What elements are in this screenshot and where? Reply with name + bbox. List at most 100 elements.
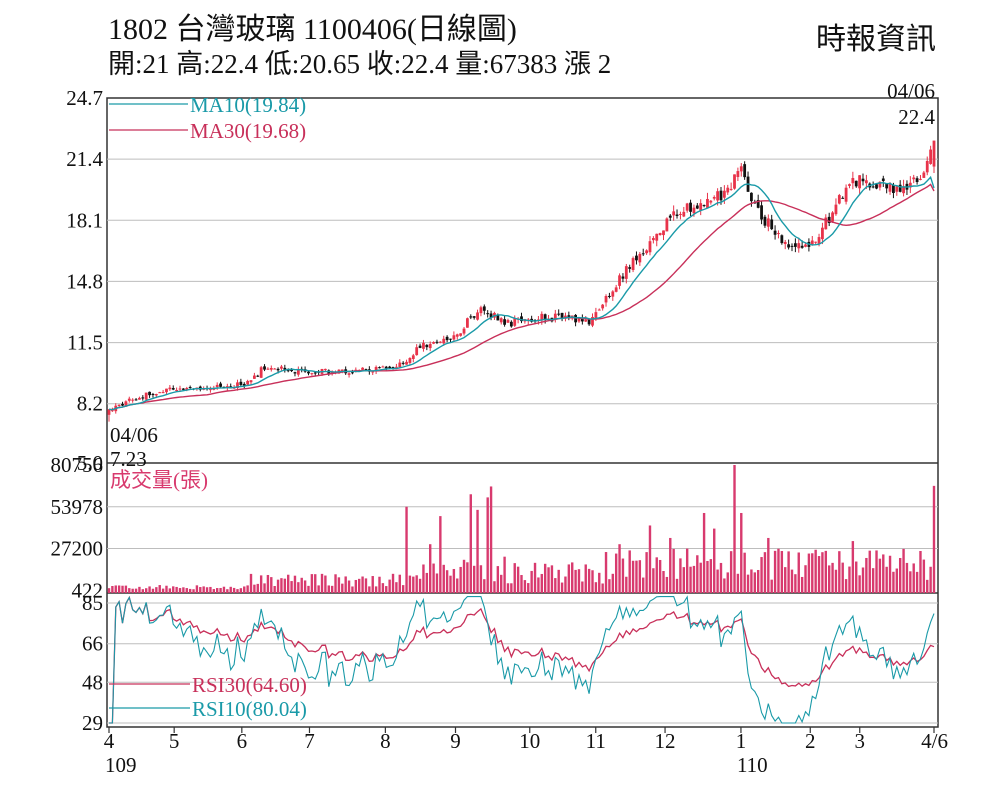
- volume-bar: [456, 578, 459, 593]
- volume-bar: [219, 587, 222, 593]
- candle-body: [259, 367, 263, 378]
- candle-body: [648, 241, 652, 253]
- candle-body: [445, 336, 449, 341]
- candle-body: [793, 243, 797, 247]
- candle-body: [783, 241, 787, 245]
- candle-body: [706, 198, 709, 208]
- rsi10-line: [109, 595, 935, 724]
- volume-bar: [675, 578, 679, 593]
- candles: [107, 140, 936, 422]
- candle-body: [171, 388, 175, 390]
- volume-bar: [361, 576, 364, 593]
- volume-bar: [591, 570, 594, 593]
- candle-body: [692, 207, 696, 214]
- volume-bar: [513, 563, 516, 593]
- volume-bar: [631, 560, 635, 593]
- volume-bar: [652, 568, 655, 593]
- volume-bar: [368, 586, 371, 593]
- volume-bar: [679, 558, 682, 593]
- volume-bar: [222, 586, 226, 593]
- candle-body: [892, 185, 895, 194]
- candle-body: [509, 321, 513, 327]
- candle-body: [898, 184, 902, 192]
- volume-bar: [283, 578, 287, 593]
- volume-bar: [682, 567, 685, 593]
- volume-bar: [341, 583, 344, 593]
- candle-body: [760, 205, 763, 220]
- candle-body: [256, 375, 260, 377]
- candle-body: [435, 341, 439, 343]
- candle-body: [239, 381, 243, 385]
- volume-bar: [554, 578, 557, 593]
- ma10-legend-label: MA10(19.84): [190, 93, 306, 117]
- candle-body: [574, 314, 577, 323]
- volume-bar: [385, 586, 388, 593]
- candle-body: [242, 383, 246, 386]
- candle-body: [168, 387, 172, 390]
- volume-bar: [574, 569, 577, 593]
- data-source: 時報資訊: [816, 23, 936, 56]
- low-date-label: 04/06: [110, 423, 158, 447]
- candle-body: [425, 344, 429, 348]
- candle-body: [695, 205, 699, 209]
- volume-bar: [459, 566, 462, 593]
- volume-bar: [648, 525, 652, 593]
- volume-bar: [729, 551, 733, 593]
- candle-body: [432, 342, 435, 344]
- candle-body: [875, 184, 878, 189]
- candle-body: [252, 375, 256, 379]
- candle-body: [797, 243, 801, 249]
- volume-bar: [560, 582, 564, 593]
- volume-bar: [702, 512, 706, 593]
- candle-body: [570, 315, 574, 317]
- volume-bar: [212, 589, 216, 593]
- candle-body: [604, 296, 608, 303]
- volume-bar: [395, 582, 398, 593]
- volume-bar: [855, 561, 858, 593]
- candle-body: [766, 218, 770, 227]
- candle-body: [151, 394, 155, 396]
- candle-body: [489, 313, 493, 318]
- candle-body: [347, 373, 351, 375]
- volume-bar: [844, 579, 848, 593]
- volume-bar: [790, 569, 794, 593]
- candle-body: [932, 140, 936, 167]
- candle-body: [624, 266, 628, 279]
- volume-bar: [358, 578, 361, 593]
- candle-body: [482, 306, 486, 311]
- volume-bar: [158, 585, 161, 593]
- volume-bar: [124, 585, 128, 593]
- volume-bar: [256, 583, 259, 593]
- volume-bar: [432, 563, 435, 593]
- candle-body: [499, 318, 503, 323]
- volume-bar: [655, 557, 658, 593]
- volume-bar: [374, 586, 378, 593]
- candle-body: [388, 366, 392, 369]
- volume-bar: [814, 549, 817, 593]
- candle-body: [709, 200, 713, 203]
- volume-bar: [587, 568, 591, 593]
- candle-body: [405, 361, 408, 365]
- volume-bar: [236, 589, 239, 593]
- candle-body: [736, 171, 740, 178]
- volume-bar: [787, 551, 790, 593]
- candle-body: [618, 275, 621, 286]
- candle-body: [263, 366, 266, 370]
- volume-bar: [784, 567, 787, 593]
- price-tick-label: 5.0: [77, 451, 103, 475]
- x-tick-label: 12: [655, 729, 676, 753]
- candle-body: [479, 307, 483, 314]
- volume-bar: [290, 581, 293, 593]
- candle-body: [313, 372, 317, 374]
- candle-body: [614, 287, 618, 292]
- candle-body: [141, 397, 145, 399]
- volume-bar: [114, 585, 117, 593]
- volume-bar: [273, 586, 276, 593]
- volume-bar: [719, 562, 723, 593]
- volume-bars: [107, 465, 936, 593]
- volume-bar: [500, 574, 503, 593]
- volume-bar: [351, 586, 354, 593]
- candle-body: [121, 403, 124, 406]
- candle-body: [817, 237, 821, 244]
- volume-bar: [435, 573, 439, 593]
